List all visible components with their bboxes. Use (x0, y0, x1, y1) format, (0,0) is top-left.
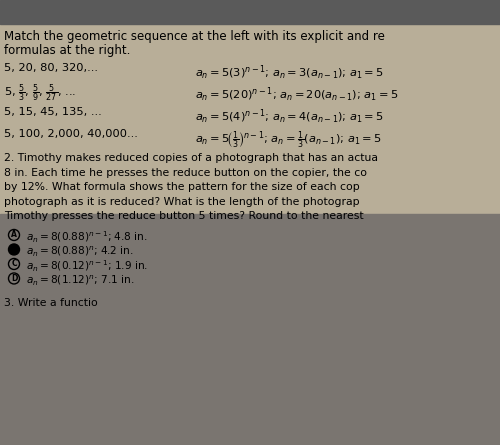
Text: 5, 20, 80, 320,...: 5, 20, 80, 320,... (4, 64, 98, 73)
Text: 5, 15, 45, 135, ...: 5, 15, 45, 135, ... (4, 108, 102, 117)
Text: 3. Write a functio: 3. Write a functio (4, 298, 98, 308)
Text: Match the geometric sequence at the left with its explicit and re: Match the geometric sequence at the left… (4, 30, 385, 44)
Text: 8 in. Each time he presses the reduce button on the copier, the co: 8 in. Each time he presses the reduce bu… (4, 168, 367, 178)
Text: $a_n = 8(1.12)^n$; 7.1 in.: $a_n = 8(1.12)^n$; 7.1 in. (26, 274, 134, 287)
Text: $a_n = 5(4)^{n-1}$; $a_n = 4(a_{n-1})$; $a_1 = 5$: $a_n = 5(4)^{n-1}$; $a_n = 4(a_{n-1})$; … (195, 108, 384, 125)
Text: 5, 100, 2,000, 40,000...: 5, 100, 2,000, 40,000... (4, 129, 138, 139)
Text: $a_n = 8(0.12)^{n-1}$; 1.9 in.: $a_n = 8(0.12)^{n-1}$; 1.9 in. (26, 259, 148, 275)
Text: $a_n = 5(20)^{n-1}$; $a_n = 20(a_{n-1})$; $a_1 = 5$: $a_n = 5(20)^{n-1}$; $a_n = 20(a_{n-1})$… (195, 85, 398, 104)
Text: photograph as it is reduced? What is the length of the photograp: photograph as it is reduced? What is the… (4, 197, 360, 207)
Text: 2. Timothy makes reduced copies of a photograph that has an actua: 2. Timothy makes reduced copies of a pho… (4, 154, 378, 163)
Text: $a_n = 5(3)^{n-1}$; $a_n = 3(a_{n-1})$; $a_1 = 5$: $a_n = 5(3)^{n-1}$; $a_n = 3(a_{n-1})$; … (195, 64, 384, 82)
Bar (0, 214, 500, 445)
Text: formulas at the right.: formulas at the right. (4, 44, 130, 57)
Circle shape (8, 244, 20, 255)
Text: by 12%. What formula shows the pattern for the size of each cop: by 12%. What formula shows the pattern f… (4, 182, 360, 193)
Text: $a_n = 5\!\left(\frac{1}{3}\right)^{\!n-1}$; $a_n = \frac{1}{3}(a_{n-1})$; $a_1 : $a_n = 5\!\left(\frac{1}{3}\right)^{\!n-… (195, 129, 382, 151)
Text: D: D (11, 274, 17, 283)
Text: $a_n = 8(0.88)^n$; 4.2 in.: $a_n = 8(0.88)^n$; 4.2 in. (26, 244, 134, 259)
Bar (0, 0, 500, 24)
Text: C: C (11, 259, 17, 268)
Text: 5, $\frac{5}{3}$, $\frac{5}{9}$, $\frac{5}{27}$, ...: 5, $\frac{5}{3}$, $\frac{5}{9}$, $\frac{… (4, 82, 76, 104)
Text: $a_n = 8(0.88)^{n-1}$; 4.8 in.: $a_n = 8(0.88)^{n-1}$; 4.8 in. (26, 230, 148, 245)
Text: A: A (11, 231, 17, 239)
Text: Timothy presses the reduce button 5 times? Round to the nearest: Timothy presses the reduce button 5 time… (4, 211, 364, 222)
